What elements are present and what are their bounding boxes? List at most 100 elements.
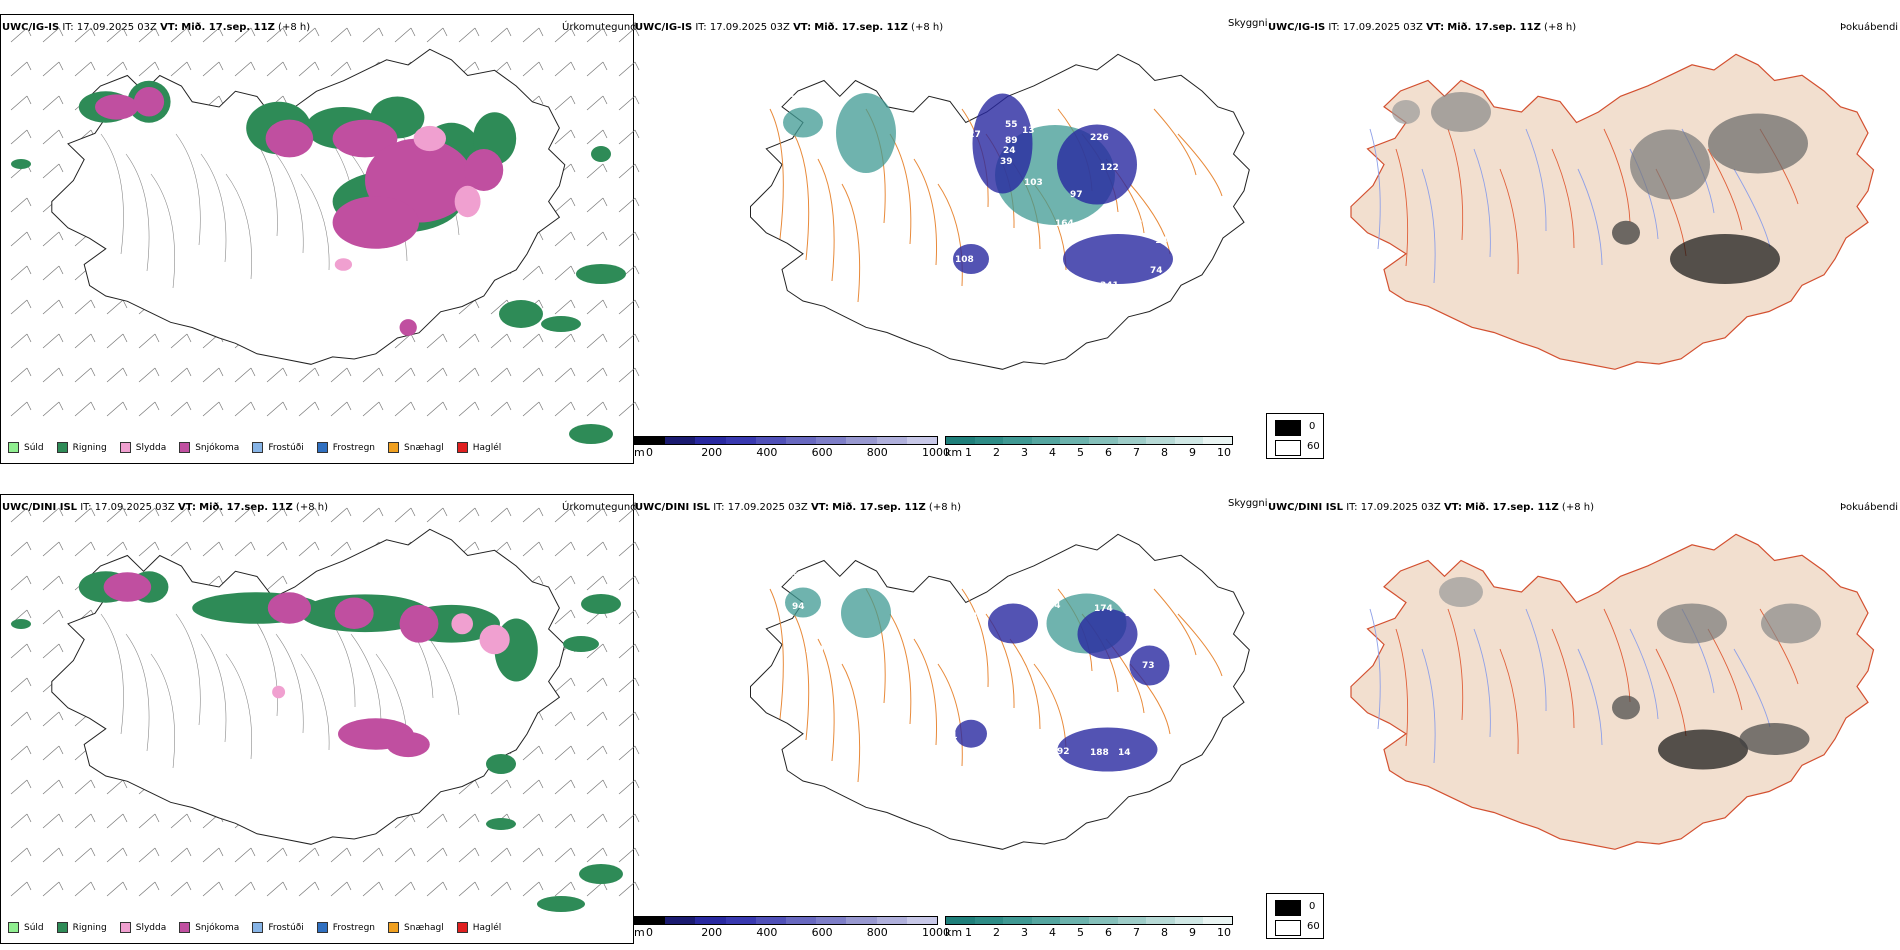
wind-barb <box>586 299 604 315</box>
wind-barb-flag <box>634 881 640 891</box>
fog-area <box>1630 129 1710 200</box>
wind-barb-flag <box>506 333 512 343</box>
terrain-area <box>1063 234 1173 284</box>
scale-cell <box>786 917 817 924</box>
map-value-label: 78 <box>1045 282 1058 292</box>
wind-barb <box>106 27 124 43</box>
wind-barb-flag <box>186 367 192 377</box>
wind-barb <box>234 541 252 557</box>
wind-barb-flag <box>570 779 576 789</box>
precip-area <box>454 185 481 218</box>
wind-barb <box>42 265 60 281</box>
wind-barb-flag <box>346 27 352 37</box>
model-name: UWC/DINI ISL <box>635 502 711 513</box>
scale-cell <box>786 437 817 444</box>
wind-barb <box>42 745 60 761</box>
scale-cell <box>1203 917 1232 924</box>
wind-barb-flag <box>282 367 288 377</box>
road-line <box>1603 128 1631 223</box>
wind-barb-flag <box>58 507 64 517</box>
vt-label: VT: <box>160 22 179 33</box>
precip-area <box>103 572 152 602</box>
wind-barb-flag <box>602 163 608 173</box>
wind-barb <box>554 847 572 863</box>
visibility-scale-1: km 1 2 3 4 5 6 7 8 9 10 <box>945 436 1233 459</box>
wind-barb-flag <box>58 401 64 411</box>
wind-barb <box>586 61 604 77</box>
wind-barb-flag <box>282 401 288 411</box>
wind-barb-flag <box>634 745 640 755</box>
wind-barb-flag <box>378 401 384 411</box>
wind-barb <box>586 643 604 659</box>
wind-barb-flag <box>538 265 544 275</box>
road-line <box>225 653 252 760</box>
terrain-area <box>1129 645 1170 686</box>
wind-barb <box>618 575 636 591</box>
wind-barb-flag <box>26 677 32 687</box>
wind-barb-flag <box>218 95 224 105</box>
wind-barb-flag <box>122 813 128 823</box>
scale-tick: 800 <box>866 446 888 459</box>
wind-barb <box>618 609 636 625</box>
road-line <box>1447 608 1464 721</box>
wind-barb <box>458 333 476 349</box>
scale-tick: 200 <box>701 926 723 939</box>
wind-barb-flag <box>570 95 576 105</box>
wind-barb <box>394 813 412 829</box>
road-line <box>1525 608 1547 712</box>
wind-barb <box>618 129 636 145</box>
wind-barb <box>554 711 572 727</box>
wind-barb-flag <box>26 643 32 653</box>
wind-barb <box>74 779 92 795</box>
legend-item: Snæhagl <box>388 922 444 933</box>
scale-cell <box>846 917 877 924</box>
wind-barb-flag <box>570 231 576 241</box>
wind-barb <box>618 95 636 111</box>
wind-barb <box>74 401 92 417</box>
legend-swatch <box>388 442 400 453</box>
wind-barb-flag <box>634 643 640 653</box>
wind-barb-flag <box>58 163 64 173</box>
road-line <box>1421 648 1436 764</box>
wind-barb-flag <box>570 163 576 173</box>
wind-barb <box>138 401 156 417</box>
wind-barb <box>554 367 572 383</box>
wind-barb <box>394 881 412 897</box>
terrain-area <box>1057 124 1137 205</box>
panel1-title-2: Úrkomutegund <box>562 502 637 513</box>
map-value-label: 73 <box>1142 661 1155 671</box>
wind-barb <box>42 231 60 247</box>
wind-barb <box>586 779 604 795</box>
wind-barb <box>234 27 252 43</box>
precip-area <box>334 597 374 629</box>
wind-barb-flag <box>570 847 576 857</box>
wind-barb-flag <box>538 847 544 857</box>
wind-barb-flag <box>58 711 64 721</box>
wind-barb <box>42 847 60 863</box>
wind-barb <box>426 847 444 863</box>
wind-barb-flag <box>26 265 32 275</box>
map-value-label: 188 <box>1090 748 1109 758</box>
wind-barb <box>234 847 252 863</box>
wind-barb <box>138 61 156 77</box>
fog-area <box>1658 729 1748 770</box>
wind-barb-flag <box>186 813 192 823</box>
legend-swatch <box>56 442 68 453</box>
wind-barb-flag <box>538 367 544 377</box>
wind-barb <box>586 197 604 213</box>
visibility-area <box>785 587 821 618</box>
wind-barb <box>170 847 188 863</box>
wind-barb <box>586 507 604 523</box>
wind-barb <box>10 745 28 761</box>
wind-barb <box>266 507 284 523</box>
wind-barb-flag <box>474 61 480 71</box>
wind-barb <box>106 779 124 795</box>
wind-barb-flag <box>90 507 96 517</box>
fog-black-label: 0 <box>1309 901 1316 912</box>
legend-item: Snæhagl <box>388 442 444 453</box>
terrain-area <box>1057 727 1158 772</box>
wind-barb <box>234 401 252 417</box>
map-value-label: 226 <box>1090 133 1109 143</box>
scale-cell <box>1031 437 1061 444</box>
road-line <box>200 633 227 743</box>
